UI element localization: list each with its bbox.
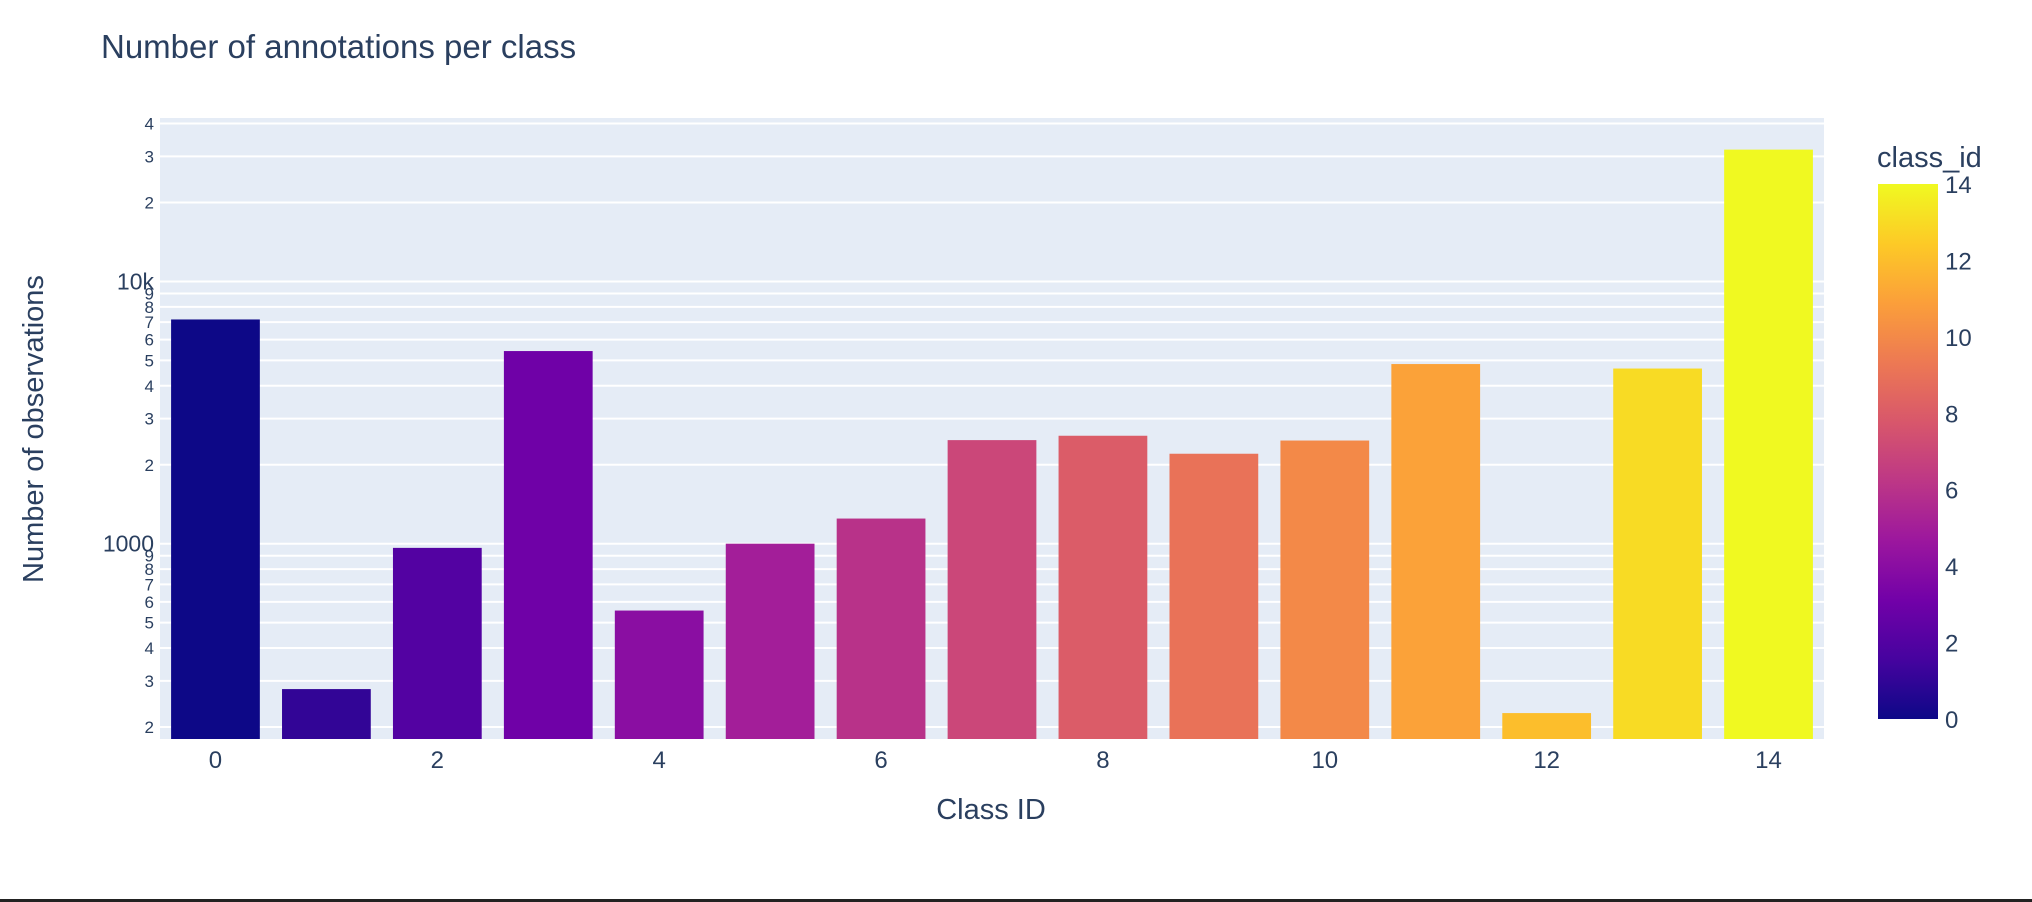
y-tick-label: 6 xyxy=(145,593,154,612)
bar-class-1[interactable] xyxy=(282,689,371,739)
bar-class-2[interactable] xyxy=(392,547,482,739)
y-tick-label: 9 xyxy=(145,284,154,303)
y-tick-label: 5 xyxy=(145,351,154,370)
bar-class-5[interactable] xyxy=(725,543,815,739)
x-tick-label: 2 xyxy=(431,747,444,774)
bar-class-4[interactable] xyxy=(614,610,704,739)
y-tick-label: 3 xyxy=(145,147,154,166)
y-tick-label: 8 xyxy=(145,560,154,579)
colorbar-tick-label: 0 xyxy=(1945,707,1958,734)
x-tick-label: 4 xyxy=(653,747,666,774)
y-tick-label: 4 xyxy=(145,377,154,396)
bar-class-12[interactable] xyxy=(1502,713,1592,739)
y-tick-label: 4 xyxy=(145,115,154,134)
y-tick-label: 8 xyxy=(145,298,154,317)
bar-class-11[interactable] xyxy=(1391,364,1481,739)
bar-class-0[interactable] xyxy=(171,319,260,739)
colorbar-tick-label: 4 xyxy=(1945,554,1958,581)
y-tick-label: 2 xyxy=(145,456,154,475)
colorbar-tick-label: 2 xyxy=(1945,631,1958,658)
colorbar: class_id 0 2 4 6 8 10 12 14 xyxy=(1877,142,1982,734)
y-tick-label: 6 xyxy=(145,331,154,350)
y-tick-label: 3 xyxy=(145,410,154,429)
bar-class-8[interactable] xyxy=(1058,435,1148,739)
x-tick-label: 6 xyxy=(874,747,887,774)
y-tick-label: 2 xyxy=(145,194,154,213)
colorbar-tick-label: 12 xyxy=(1945,248,1972,275)
x-tick-label: 12 xyxy=(1533,747,1560,774)
colorbar-tick-label: 14 xyxy=(1945,172,1972,199)
x-tick-label: 10 xyxy=(1311,747,1338,774)
colorbar-tick-label: 8 xyxy=(1945,401,1958,428)
colorbar-ticks: 0 2 4 6 8 10 12 14 xyxy=(1945,172,1972,734)
bar-class-6[interactable] xyxy=(836,518,926,739)
y-tick-label: 2 xyxy=(145,718,154,737)
x-axis-label: Class ID xyxy=(936,794,1046,826)
bar-class-3[interactable] xyxy=(503,351,593,739)
y-tick-label: 7 xyxy=(145,313,154,332)
y-tick-label: 3 xyxy=(145,672,154,691)
y-tick-label: 9 xyxy=(145,547,154,566)
colorbar-title: class_id xyxy=(1877,142,1982,174)
y-axis-label: Number of observations xyxy=(18,275,50,583)
bar-class-14[interactable] xyxy=(1724,149,1813,739)
bottom-border xyxy=(0,899,2032,902)
bar-class-9[interactable] xyxy=(1169,453,1259,739)
y-tick-label: 7 xyxy=(145,575,154,594)
x-tick-label: 8 xyxy=(1096,747,1109,774)
bars xyxy=(171,149,1813,739)
bar-class-10[interactable] xyxy=(1280,440,1370,739)
y-tick-label: 10k xyxy=(117,268,155,294)
y-tick-label: 5 xyxy=(145,614,154,633)
colorbar-gradient xyxy=(1878,184,1938,719)
x-tick-label: 14 xyxy=(1755,747,1782,774)
bar-class-13[interactable] xyxy=(1613,368,1702,739)
chart-title: Number of annotations per class xyxy=(101,28,576,65)
colorbar-tick-label: 10 xyxy=(1945,325,1972,352)
bar-class-7[interactable] xyxy=(947,440,1037,739)
y-tick-label: 4 xyxy=(145,639,154,658)
y-tick-label: 1000 xyxy=(103,531,154,557)
x-tick-label: 0 xyxy=(209,747,222,774)
colorbar-tick-label: 6 xyxy=(1945,478,1958,505)
x-axis-ticks: 0 2 4 6 8 10 12 14 xyxy=(209,747,1782,774)
